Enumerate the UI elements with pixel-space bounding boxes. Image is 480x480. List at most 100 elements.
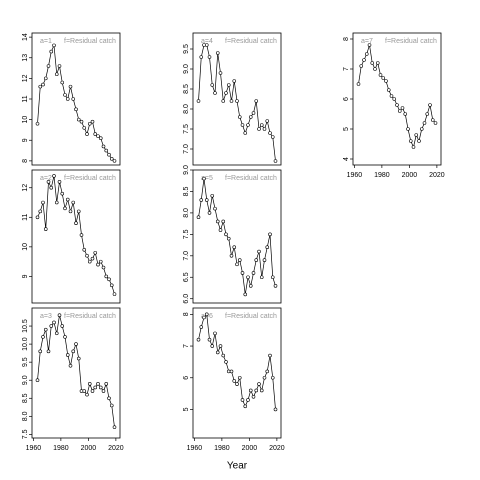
data-point: [52, 174, 56, 178]
data-point: [38, 209, 43, 214]
data-point: [204, 312, 209, 317]
y-tick-label: 9.0: [183, 64, 190, 74]
data-point: [218, 344, 223, 348]
data-point: [237, 115, 242, 119]
y-tick-label: 8: [343, 37, 350, 41]
data-point: [235, 382, 239, 386]
data-point: [98, 385, 103, 390]
data-point: [79, 119, 84, 124]
data-point: [199, 55, 204, 59]
data-point: [270, 275, 275, 280]
data-point: [257, 127, 261, 131]
data-point: [389, 94, 394, 98]
data-point: [268, 232, 272, 237]
data-point: [400, 106, 405, 110]
data-point: [246, 123, 250, 127]
x-tick-label: 2000: [242, 445, 258, 452]
data-point: [104, 274, 109, 279]
data-point: [207, 211, 212, 215]
data-point: [101, 265, 106, 270]
data-point: [202, 315, 206, 320]
data-point: [248, 115, 253, 119]
data-point: [90, 119, 95, 124]
panel-label: a=3: [40, 313, 52, 320]
series-line: [198, 313, 276, 410]
data-point: [215, 219, 220, 224]
y-tick-label: 8.5: [183, 186, 190, 196]
data-point: [63, 93, 67, 97]
data-point: [85, 132, 89, 136]
data-point: [204, 43, 209, 47]
data-point: [240, 398, 245, 402]
data-point: [273, 284, 278, 288]
data-point: [57, 180, 62, 184]
data-point: [74, 221, 78, 225]
data-point: [43, 76, 48, 81]
data-point: [243, 404, 248, 409]
y-tick-label: 6: [343, 97, 350, 101]
data-point: [60, 191, 65, 196]
series-line: [198, 44, 276, 162]
data-point: [384, 79, 388, 83]
data-point: [87, 259, 92, 264]
data-point: [414, 133, 419, 137]
data-point: [112, 292, 117, 296]
data-point: [240, 271, 245, 275]
data-point: [65, 97, 70, 101]
data-point: [93, 250, 98, 255]
y-tick-label: 9: [22, 274, 29, 278]
data-point: [104, 148, 109, 153]
panel-subtitle: f=Residual catch: [385, 38, 437, 45]
data-point: [364, 52, 369, 56]
data-point: [268, 131, 272, 135]
data-point: [265, 369, 270, 374]
y-tick-label: 4: [343, 157, 350, 161]
data-point: [411, 145, 416, 149]
data-point: [38, 349, 43, 354]
data-point: [259, 275, 264, 280]
series-line: [37, 175, 115, 295]
data-point: [63, 206, 67, 211]
data-point: [82, 248, 87, 252]
data-point: [221, 353, 226, 358]
data-point: [218, 228, 223, 232]
data-point: [270, 375, 275, 380]
data-point: [82, 126, 87, 130]
data-point: [43, 327, 48, 332]
data-point: [224, 232, 228, 237]
data-point: [41, 200, 45, 205]
data-point: [359, 64, 364, 68]
data-point: [202, 176, 206, 181]
data-point: [235, 99, 239, 103]
data-point: [248, 388, 253, 393]
data-point: [397, 109, 402, 113]
data-point: [46, 349, 51, 354]
x-tick-label: 2020: [108, 445, 124, 452]
panel-subtitle: f=Residual catch: [64, 313, 116, 320]
data-point: [422, 121, 427, 125]
data-point: [265, 119, 270, 123]
data-point: [248, 284, 253, 288]
panel-label: a=5: [201, 175, 213, 182]
y-tick-label: 9.5: [22, 357, 29, 367]
data-point: [49, 324, 54, 328]
data-point: [224, 91, 228, 95]
data-point: [232, 245, 237, 250]
x-tick-label: 1980: [214, 445, 230, 452]
data-point: [101, 144, 106, 149]
data-point: [243, 292, 248, 297]
y-tick-label: 10.0: [22, 337, 29, 351]
y-tick-label: 11: [22, 95, 29, 102]
data-point: [65, 353, 70, 357]
data-point: [68, 84, 73, 89]
y-tick-label: 8.5: [183, 84, 190, 94]
data-point: [196, 215, 201, 219]
data-point: [221, 219, 226, 224]
data-point: [52, 320, 56, 325]
data-point: [251, 394, 256, 399]
data-point: [76, 209, 81, 214]
data-point: [85, 392, 89, 397]
x-tick-label: 2000: [81, 445, 97, 452]
data-point: [254, 258, 259, 262]
data-point: [41, 335, 45, 339]
